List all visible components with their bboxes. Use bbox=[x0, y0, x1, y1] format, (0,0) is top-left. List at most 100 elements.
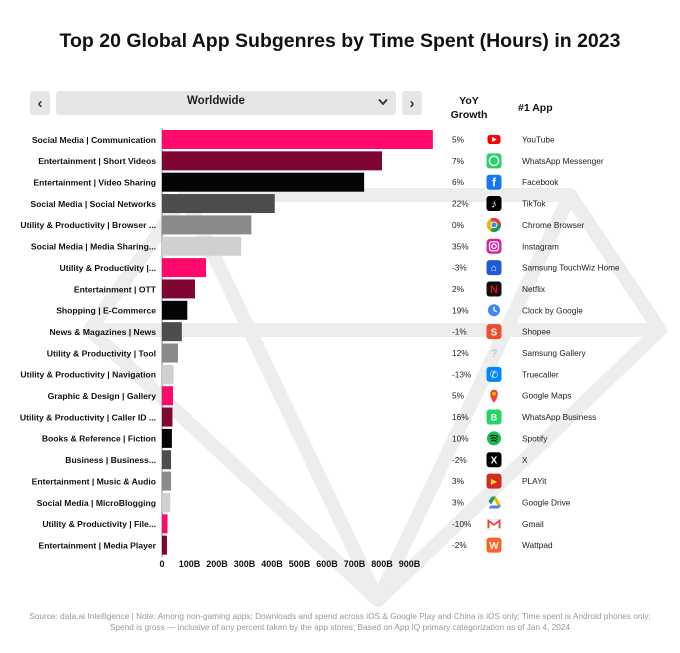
top-app-name: Truecaller bbox=[522, 369, 559, 379]
svg-text:♪: ♪ bbox=[491, 199, 497, 211]
category-label: Social Media | MicroBlogging bbox=[37, 498, 156, 508]
spotify-icon bbox=[487, 431, 501, 446]
category-label: News & Magazines | News bbox=[49, 327, 156, 337]
svg-text:S: S bbox=[491, 327, 498, 338]
playit-icon: ▶ bbox=[486, 473, 502, 489]
category-label: Graphic & Design | Gallery bbox=[48, 391, 157, 401]
bar bbox=[162, 450, 172, 470]
svg-text:N: N bbox=[490, 284, 498, 296]
svg-text:W: W bbox=[489, 541, 499, 552]
svg-text:X: X bbox=[491, 455, 498, 466]
yoy-growth-value: 10% bbox=[452, 433, 469, 443]
yoy-growth-value: 7% bbox=[452, 156, 465, 166]
x-tick-label: 0 bbox=[159, 559, 164, 569]
category-label: Books & Reference | Fiction bbox=[42, 434, 156, 444]
truecaller-icon: ✆ bbox=[486, 366, 502, 382]
top-app-name: Gmail bbox=[522, 519, 544, 529]
google-drive-icon bbox=[488, 496, 501, 509]
bar bbox=[162, 471, 172, 491]
tiktok-icon: ♪ bbox=[486, 196, 502, 212]
top-app-name: Facebook bbox=[522, 177, 559, 187]
x-tick-label: 600B bbox=[316, 559, 338, 569]
bar bbox=[162, 535, 167, 555]
bar bbox=[162, 215, 252, 235]
top-app-name: Samsung TouchWiz Home bbox=[522, 263, 620, 273]
bar bbox=[162, 343, 178, 363]
bar bbox=[162, 514, 168, 534]
bar bbox=[162, 151, 382, 171]
category-label: Social Media | Media Sharing... bbox=[31, 242, 156, 252]
gmail-icon bbox=[487, 518, 501, 530]
next-button[interactable]: › bbox=[402, 91, 422, 115]
yoy-growth-value: 6% bbox=[452, 177, 465, 187]
category-label: Entertainment | Short Videos bbox=[38, 156, 156, 166]
yoy-growth-value: 5% bbox=[452, 391, 465, 401]
category-label: Entertainment | OTT bbox=[74, 284, 157, 294]
samsung-gallery-icon: ? bbox=[491, 348, 497, 360]
top-app-name: Chrome Browser bbox=[522, 220, 584, 230]
category-label: Utility & Productivity | Caller ID ... bbox=[20, 412, 156, 422]
yoy-growth-value: 35% bbox=[452, 241, 469, 251]
shopee-icon: S bbox=[486, 324, 502, 340]
top-app-header: #1 App bbox=[518, 102, 553, 114]
x-tick-label: 200B bbox=[206, 559, 228, 569]
yoy-growth-value: 5% bbox=[452, 135, 465, 145]
top-app-name: Google Drive bbox=[522, 497, 571, 507]
top-app-name: Google Maps bbox=[522, 391, 571, 401]
top-app-name: Netflix bbox=[522, 284, 546, 294]
bar bbox=[162, 364, 174, 384]
google-maps-icon bbox=[490, 389, 498, 403]
bar bbox=[162, 279, 195, 299]
top-app-name: PLAYit bbox=[522, 476, 547, 486]
yoy-growth-header: YoY Growth bbox=[446, 94, 492, 122]
yoy-growth-value: 12% bbox=[452, 348, 469, 358]
whatsapp-icon bbox=[486, 153, 502, 169]
svg-text:✆: ✆ bbox=[490, 370, 498, 381]
region-dropdown[interactable]: Worldwide bbox=[56, 91, 396, 115]
yoy-growth-value: 22% bbox=[452, 199, 469, 209]
footer-line-2: Spend is gross — inclusive of any percen… bbox=[109, 622, 571, 632]
bar bbox=[162, 407, 173, 427]
category-label: Shopping | E-Commerce bbox=[56, 306, 156, 316]
svg-text:f: f bbox=[492, 176, 497, 190]
x-tick-label: 900B bbox=[399, 559, 421, 569]
yoy-header-line2: Growth bbox=[450, 109, 488, 121]
x-tick-label: 800B bbox=[371, 559, 393, 569]
category-label: Entertainment | Video Sharing bbox=[33, 178, 156, 188]
footer-line-1: Source: data.ai Intelligence | Note: Amo… bbox=[29, 611, 651, 621]
category-label: Utility & Productivity | File... bbox=[42, 519, 156, 529]
top-app-name: Clock by Google bbox=[522, 305, 583, 315]
netflix-icon: N bbox=[486, 281, 502, 297]
youtube-icon bbox=[487, 135, 501, 144]
x-tick-label: 400B bbox=[261, 559, 283, 569]
top-app-name: TikTok bbox=[522, 199, 547, 209]
yoy-growth-value: -1% bbox=[452, 327, 467, 337]
previous-button[interactable]: ‹ bbox=[30, 91, 50, 115]
wattpad-icon: W bbox=[486, 537, 502, 553]
category-label: Entertainment | Media Player bbox=[38, 540, 156, 550]
category-label: Utility & Productivity | Browser ... bbox=[20, 220, 156, 230]
yoy-growth-value: 19% bbox=[452, 305, 469, 315]
bar bbox=[162, 322, 182, 342]
x-tick-label: 700B bbox=[344, 559, 366, 569]
bar bbox=[162, 172, 365, 192]
x-tick-label: 100B bbox=[179, 559, 201, 569]
yoy-growth-value: 0% bbox=[452, 220, 465, 230]
top-app-name: Samsung Gallery bbox=[522, 348, 586, 358]
footer-note: Source: data.ai Intelligence | Note: Amo… bbox=[0, 611, 680, 633]
bar bbox=[162, 386, 173, 406]
yoy-growth-value: 16% bbox=[452, 412, 469, 422]
bar bbox=[162, 194, 275, 214]
bar bbox=[162, 236, 242, 256]
bar-chart: Social Media | Communication 5% YouTube Ent… bbox=[20, 128, 620, 569]
whatsapp-business-icon: B bbox=[486, 409, 502, 425]
chevron-down-icon bbox=[378, 98, 388, 109]
category-label: Utility & Productivity |... bbox=[60, 263, 156, 273]
region-selected-value: Worldwide bbox=[187, 95, 245, 107]
top-app-name: Shopee bbox=[522, 327, 551, 337]
svg-text:⌂: ⌂ bbox=[491, 263, 497, 274]
category-label: Entertainment | Music & Audio bbox=[32, 476, 156, 486]
top-app-name: WhatsApp Messenger bbox=[522, 156, 604, 166]
svg-text:▶: ▶ bbox=[491, 477, 498, 486]
yoy-growth-value: -13% bbox=[452, 369, 472, 379]
